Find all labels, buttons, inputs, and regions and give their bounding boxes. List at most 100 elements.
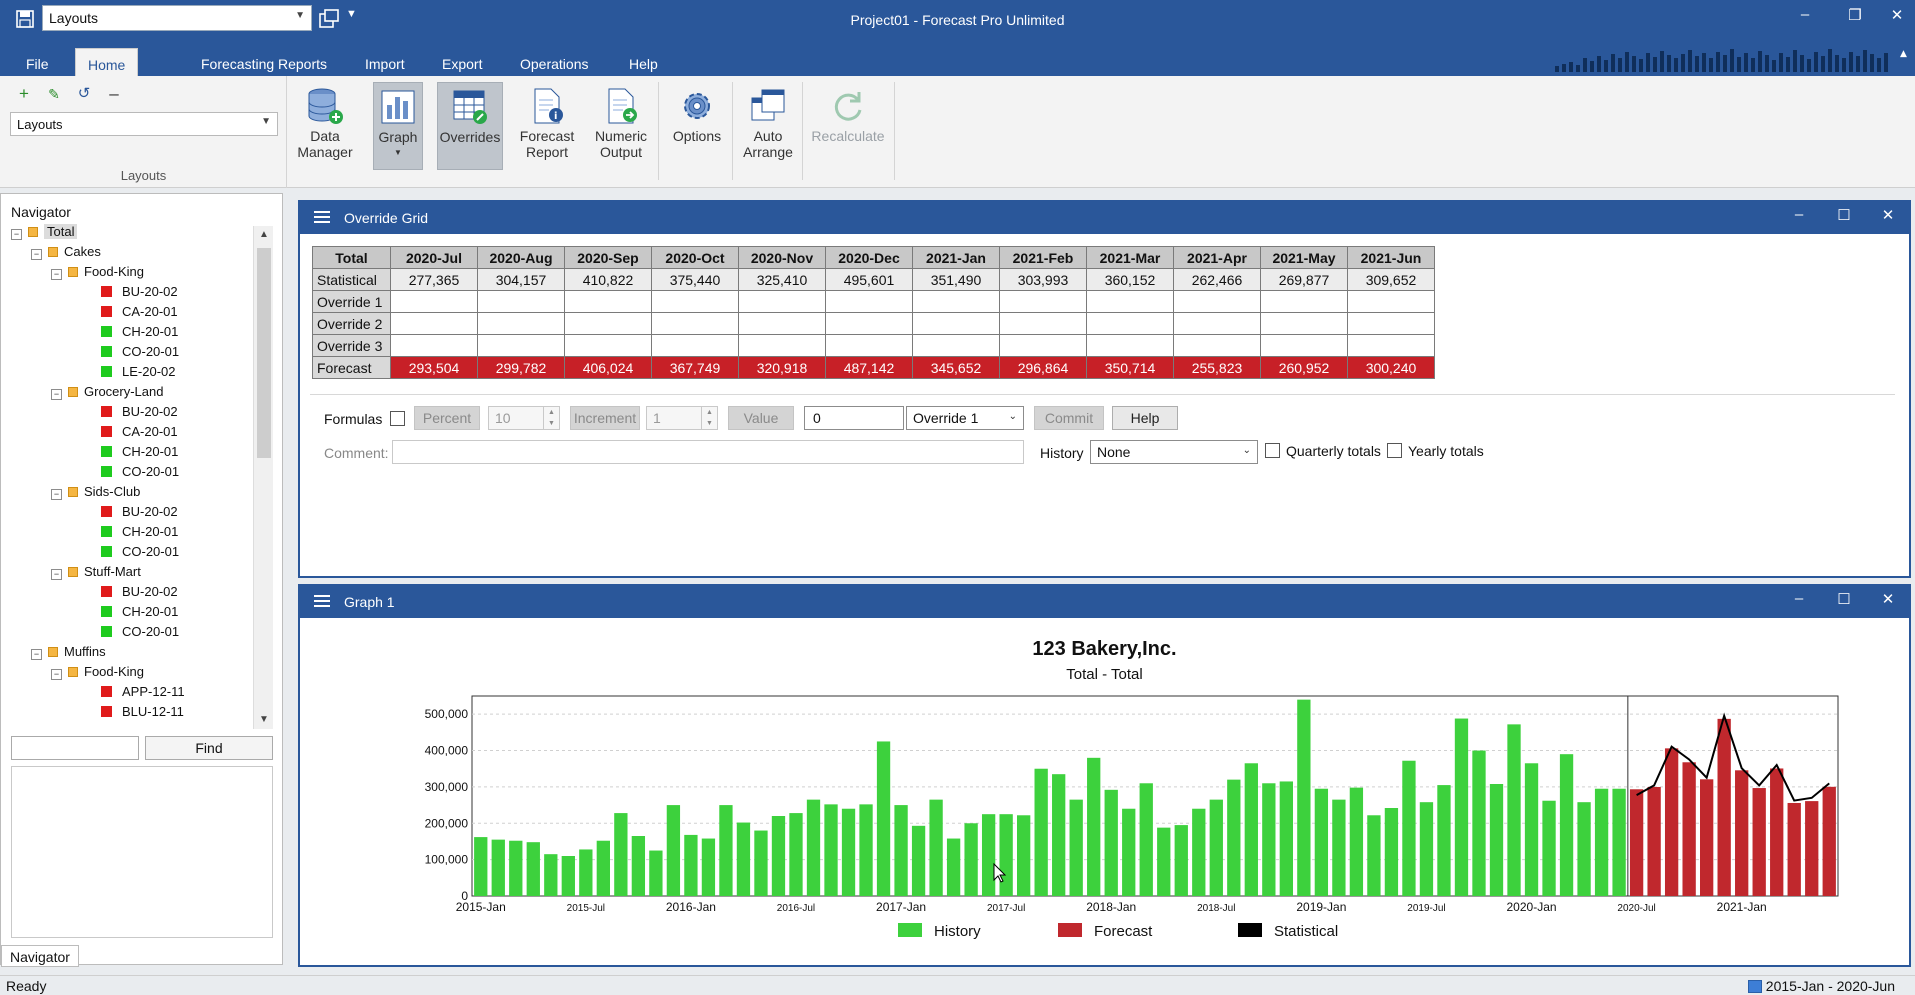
- close-icon[interactable]: ✕: [1881, 591, 1895, 608]
- history-bar[interactable]: [911, 825, 926, 896]
- value-button[interactable]: Value: [728, 406, 794, 430]
- history-bar[interactable]: [1577, 802, 1591, 896]
- grid-cell[interactable]: 495,601: [825, 268, 913, 291]
- history-bar[interactable]: [579, 849, 593, 896]
- history-bar[interactable]: [1454, 718, 1469, 896]
- collapse-icon[interactable]: −: [11, 229, 22, 240]
- comment-input[interactable]: [392, 440, 1024, 464]
- grid-cell[interactable]: 320,918: [738, 356, 826, 379]
- forecast-bar[interactable]: [1699, 779, 1714, 896]
- quick-access-more-icon[interactable]: ▼: [346, 8, 357, 20]
- scroll-down-icon[interactable]: ▼: [259, 714, 269, 725]
- grid-cell[interactable]: [1260, 290, 1348, 313]
- grid-cell[interactable]: 303,993: [999, 268, 1087, 291]
- grid-cell[interactable]: 299,782: [477, 356, 565, 379]
- grid-column-header[interactable]: 2021-Jan: [912, 246, 1000, 269]
- grid-cell[interactable]: [912, 290, 1000, 313]
- history-bar[interactable]: [719, 805, 733, 896]
- remove-layout-icon[interactable]: –: [109, 84, 119, 103]
- graph-button[interactable]: Graph ▼: [373, 82, 423, 170]
- history-bar[interactable]: [1489, 784, 1504, 896]
- grid-cell[interactable]: [564, 290, 652, 313]
- tab-operations[interactable]: Operations: [520, 56, 589, 72]
- history-bar[interactable]: [649, 850, 663, 896]
- history-bar[interactable]: [929, 799, 943, 896]
- formulas-checkbox[interactable]: [390, 411, 405, 426]
- history-bar[interactable]: [1279, 781, 1294, 896]
- history-bar[interactable]: [1314, 788, 1329, 896]
- help-button[interactable]: Help: [1112, 406, 1178, 430]
- tree-item-node[interactable]: BU-20-02: [101, 582, 178, 602]
- tree-folder-node[interactable]: − Food-King: [51, 262, 144, 282]
- history-bar[interactable]: [981, 814, 996, 896]
- history-bar[interactable]: [876, 741, 891, 896]
- forecast-bar[interactable]: [1770, 768, 1784, 896]
- history-bar[interactable]: [999, 814, 1013, 896]
- history-bar[interactable]: [824, 804, 838, 896]
- grid-cell[interactable]: 410,822: [564, 268, 652, 291]
- grid-column-header[interactable]: 2021-Jun: [1347, 246, 1435, 269]
- forecast-bar[interactable]: [1787, 802, 1801, 896]
- grid-cell[interactable]: 360,152: [1086, 268, 1174, 291]
- history-bar[interactable]: [841, 808, 856, 896]
- undo-layout-icon[interactable]: ↺: [77, 85, 91, 102]
- grid-cell[interactable]: 293,504: [390, 356, 478, 379]
- panel-menu-icon[interactable]: [314, 594, 330, 608]
- history-bar[interactable]: [894, 805, 908, 896]
- tree-folder-node[interactable]: − Muffins: [31, 642, 106, 662]
- history-bar[interactable]: [859, 804, 873, 896]
- forecast-bar[interactable]: [1805, 801, 1819, 896]
- grid-cell[interactable]: 350,714: [1086, 356, 1174, 379]
- history-bar[interactable]: [544, 854, 558, 896]
- grid-cell[interactable]: 300,240: [1347, 356, 1435, 379]
- tree-item-node[interactable]: BU-20-02: [101, 282, 178, 302]
- tab-forecasting[interactable]: Forecasting: [201, 56, 275, 72]
- collapse-icon[interactable]: −: [51, 389, 62, 400]
- grid-cell[interactable]: [390, 312, 478, 335]
- grid-cell[interactable]: 351,490: [912, 268, 1000, 291]
- history-bar[interactable]: [771, 816, 786, 896]
- forecast-bar[interactable]: [1647, 786, 1661, 896]
- grid-cell[interactable]: 277,365: [390, 268, 478, 291]
- grid-cell[interactable]: 262,466: [1173, 268, 1261, 291]
- increment-button[interactable]: Increment: [570, 406, 640, 430]
- tree-item-node[interactable]: BLU-12-11: [101, 702, 184, 722]
- grid-cell[interactable]: [390, 334, 478, 357]
- history-bar[interactable]: [596, 840, 611, 896]
- commit-button[interactable]: Commit: [1034, 406, 1104, 430]
- navigator-scrollbar[interactable]: ▲ ▼: [253, 226, 273, 729]
- collapse-icon[interactable]: −: [51, 489, 62, 500]
- grid-cell[interactable]: [1347, 334, 1435, 357]
- forecast-bar[interactable]: [1735, 770, 1749, 896]
- forecast-bar[interactable]: [1664, 748, 1679, 896]
- tree-folder-node[interactable]: − Food-King: [51, 662, 144, 682]
- history-bar[interactable]: [1559, 754, 1574, 896]
- grid-column-header[interactable]: 2021-Feb: [999, 246, 1087, 269]
- history-bar[interactable]: [526, 842, 540, 896]
- value-input[interactable]: 0: [804, 406, 904, 430]
- tab-reports[interactable]: Reports: [278, 56, 328, 72]
- grid-cell[interactable]: 375,440: [651, 268, 739, 291]
- grid-column-header[interactable]: 2020-Dec: [825, 246, 913, 269]
- tree-item-node[interactable]: CA-20-01: [101, 302, 178, 322]
- statistical-line[interactable]: [1636, 712, 1830, 802]
- history-bar[interactable]: [1034, 768, 1048, 896]
- grid-cell[interactable]: 260,952: [1260, 356, 1348, 379]
- history-bar[interactable]: [736, 822, 751, 896]
- tab-home[interactable]: Home: [75, 48, 139, 76]
- tree-folder-node[interactable]: − Grocery-Land: [51, 382, 163, 402]
- grid-cell[interactable]: [1173, 334, 1261, 357]
- tab-file[interactable]: File: [26, 56, 49, 72]
- maximize-icon[interactable]: ☐: [1837, 207, 1851, 224]
- collapse-icon[interactable]: −: [31, 649, 42, 660]
- grid-cell[interactable]: [1086, 290, 1174, 313]
- tree-item-node[interactable]: APP-12-11: [101, 682, 185, 702]
- minimize-icon[interactable]: –: [1794, 206, 1804, 223]
- forecast-bar[interactable]: [1717, 718, 1731, 896]
- tab-import[interactable]: Import: [365, 56, 405, 72]
- history-bar[interactable]: [1419, 802, 1434, 896]
- tree-item-node[interactable]: CO-20-01: [101, 542, 179, 562]
- navigator-tab[interactable]: Navigator: [1, 945, 79, 967]
- history-bar[interactable]: [1087, 757, 1101, 896]
- restore-icon[interactable]: ❐: [1848, 7, 1862, 24]
